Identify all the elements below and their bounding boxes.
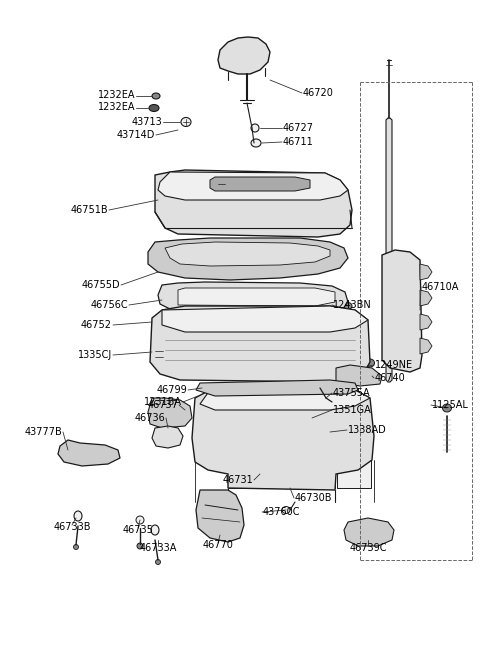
Text: 46751B: 46751B (71, 205, 108, 215)
Text: 46710A: 46710A (422, 282, 459, 292)
Polygon shape (200, 386, 370, 410)
Ellipse shape (365, 359, 374, 367)
Ellipse shape (340, 341, 350, 349)
Polygon shape (152, 426, 183, 448)
Bar (228, 410, 335, 488)
Ellipse shape (320, 428, 328, 436)
Polygon shape (150, 306, 370, 382)
Ellipse shape (181, 117, 191, 126)
Text: 43760C: 43760C (263, 507, 300, 517)
Polygon shape (386, 118, 392, 382)
Text: 1231BA: 1231BA (144, 397, 182, 407)
Ellipse shape (149, 105, 159, 111)
Polygon shape (344, 518, 394, 546)
Text: 1249NE: 1249NE (375, 360, 413, 370)
Ellipse shape (340, 364, 350, 372)
Ellipse shape (330, 400, 336, 405)
Text: 46756C: 46756C (90, 300, 128, 310)
Ellipse shape (251, 124, 259, 132)
Ellipse shape (354, 371, 366, 381)
Polygon shape (420, 314, 432, 330)
Text: 46711: 46711 (283, 137, 314, 147)
Text: 1125AL: 1125AL (432, 400, 469, 410)
Polygon shape (162, 306, 368, 332)
Text: 1232EA: 1232EA (97, 90, 135, 100)
Text: 43713: 43713 (131, 117, 162, 127)
Polygon shape (218, 37, 270, 74)
Polygon shape (382, 250, 422, 372)
Polygon shape (420, 290, 432, 306)
Ellipse shape (443, 404, 452, 412)
Text: 43714D: 43714D (117, 130, 155, 140)
Text: 46752: 46752 (81, 320, 112, 330)
Ellipse shape (251, 139, 261, 147)
Ellipse shape (194, 193, 200, 198)
Ellipse shape (151, 525, 159, 535)
Text: 46736: 46736 (134, 413, 165, 423)
Polygon shape (148, 398, 192, 428)
Polygon shape (178, 288, 335, 306)
Text: 46735: 46735 (122, 525, 154, 535)
Polygon shape (420, 264, 432, 280)
Text: 1335CJ: 1335CJ (78, 350, 112, 360)
Text: 46740: 46740 (375, 373, 406, 383)
Ellipse shape (74, 511, 82, 521)
Ellipse shape (156, 559, 160, 565)
Polygon shape (210, 177, 310, 191)
Text: 46799: 46799 (156, 385, 187, 395)
Ellipse shape (170, 341, 180, 349)
Text: 46731: 46731 (222, 475, 253, 485)
Ellipse shape (136, 516, 144, 524)
Polygon shape (158, 172, 348, 200)
Ellipse shape (238, 45, 256, 65)
Ellipse shape (70, 449, 82, 459)
Text: 43755A: 43755A (333, 388, 371, 398)
Polygon shape (155, 170, 352, 237)
Polygon shape (158, 282, 348, 314)
Polygon shape (165, 242, 330, 266)
Text: 46720: 46720 (303, 88, 334, 98)
Text: 46733A: 46733A (139, 543, 177, 553)
Text: 43777B: 43777B (24, 427, 62, 437)
Text: 1232EA: 1232EA (97, 102, 135, 112)
Text: 1338AD: 1338AD (348, 425, 387, 435)
Ellipse shape (73, 544, 79, 550)
Text: 46737: 46737 (147, 400, 178, 410)
Ellipse shape (306, 414, 314, 422)
Polygon shape (148, 238, 348, 280)
Text: 46739C: 46739C (349, 543, 387, 553)
Ellipse shape (216, 193, 222, 198)
Polygon shape (336, 365, 382, 386)
Polygon shape (420, 338, 432, 354)
Ellipse shape (205, 193, 211, 198)
Ellipse shape (344, 303, 352, 310)
Text: 46770: 46770 (203, 540, 233, 550)
Polygon shape (58, 440, 120, 466)
Text: 46730B: 46730B (295, 493, 333, 503)
Ellipse shape (282, 506, 290, 514)
Polygon shape (192, 386, 374, 490)
Text: 46727: 46727 (283, 123, 314, 133)
Text: 1243BN: 1243BN (333, 300, 372, 310)
Bar (337, 410, 371, 488)
Text: 46733B: 46733B (53, 522, 91, 532)
Polygon shape (196, 490, 244, 542)
Ellipse shape (170, 364, 180, 372)
Ellipse shape (137, 543, 143, 549)
Text: 1351GA: 1351GA (333, 405, 372, 415)
Bar (152, 348, 166, 360)
Ellipse shape (227, 193, 233, 198)
Ellipse shape (152, 93, 160, 99)
Text: 46755D: 46755D (82, 280, 120, 290)
Polygon shape (196, 380, 358, 396)
